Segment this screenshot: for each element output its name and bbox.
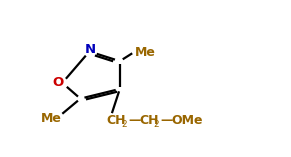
Text: —: — [161,114,173,127]
Text: 2: 2 [121,119,127,129]
Text: —: — [128,114,141,127]
Text: OMe: OMe [172,114,203,127]
Text: O: O [53,76,64,89]
Text: Me: Me [41,112,62,125]
Text: CH: CH [106,114,126,127]
Text: CH: CH [139,114,159,127]
Text: 2: 2 [154,119,159,129]
Text: Me: Me [134,46,155,59]
Text: N: N [84,43,95,56]
